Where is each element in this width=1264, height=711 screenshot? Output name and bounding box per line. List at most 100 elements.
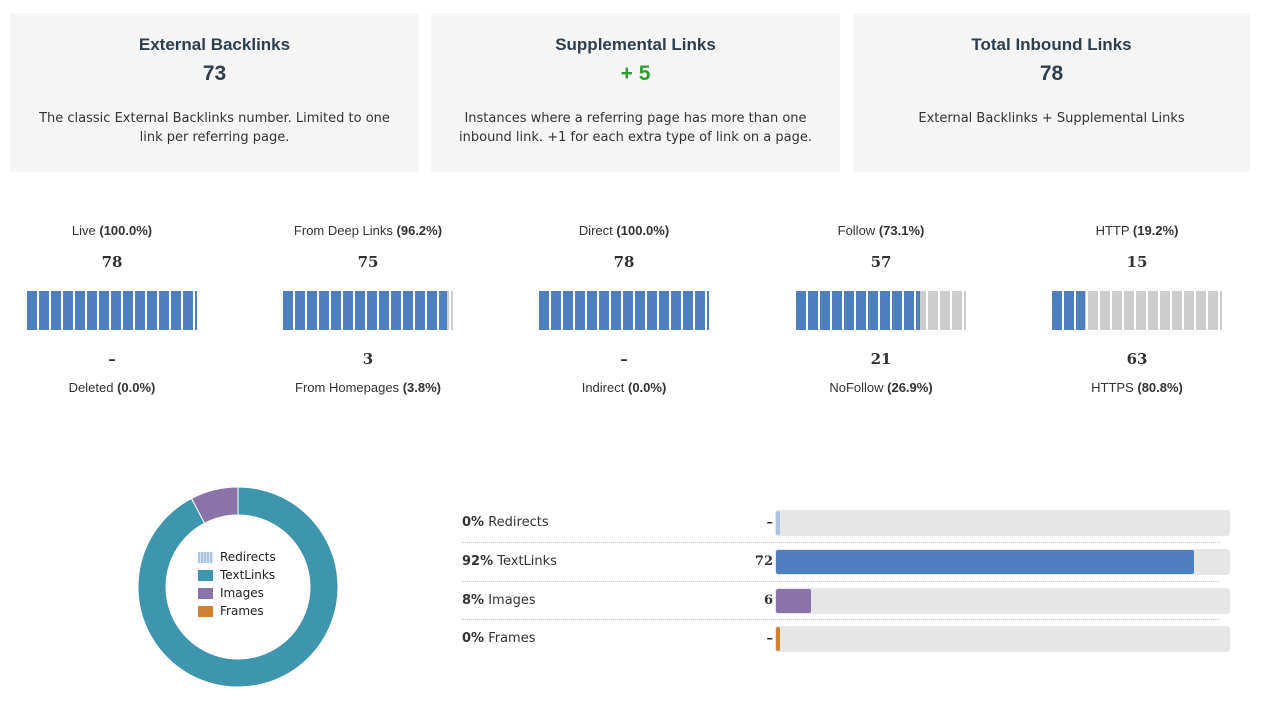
row-bar-track: [775, 549, 1230, 575]
gauge-bar: [283, 291, 453, 330]
legend-item-redirects[interactable]: Redirects: [198, 548, 276, 566]
card-value: + 5: [620, 62, 651, 85]
gauge-bar-fill: [796, 291, 920, 330]
row-bar-track: [775, 626, 1230, 652]
gauge-bottom-label-text: HTTPS: [1091, 380, 1134, 395]
gauge-bar-fill-end: [918, 291, 920, 330]
gauge-bottom-label: NoFollow (26.9%): [796, 377, 966, 399]
link-type-row-images: 8% Images 6: [462, 588, 1230, 614]
row-count: 72: [754, 554, 773, 569]
gauge-top-label-text: Live: [71, 223, 96, 238]
row-bar-fill: [776, 627, 780, 651]
gauge-bar: [1052, 291, 1222, 330]
legend-swatch: [198, 569, 213, 581]
legend-swatch: [198, 605, 213, 617]
gauge-top-value: 15: [1126, 253, 1148, 271]
legend-item-frames[interactable]: Frames: [198, 602, 276, 620]
link-type-donut-chart: [137, 486, 339, 688]
gauge-bar: [27, 291, 197, 330]
gauge-bar-fill-end: [1083, 291, 1085, 330]
gauge-bottom-value: 3: [362, 350, 374, 368]
gauge-bottom-label: Indirect (0.0%): [539, 377, 709, 399]
gauge-bottom-value: –: [108, 350, 116, 368]
card-title: Total Inbound Links: [971, 35, 1132, 54]
legend-label: Redirects: [220, 550, 276, 564]
row-bar-track: [775, 588, 1230, 614]
gauge-top-percent: (19.2%): [1132, 223, 1179, 238]
row-label: 0% Redirects: [462, 510, 549, 536]
row-bar-track: [775, 510, 1230, 536]
gauge-bar: [539, 291, 709, 330]
row-divider: [462, 542, 1220, 543]
card-value: 78: [1039, 62, 1064, 85]
gauge-top-label: From Deep Links (96.2%): [283, 220, 453, 242]
legend-item-images[interactable]: Images: [198, 584, 276, 602]
gauge-bottom-percent: (26.9%): [887, 380, 933, 395]
row-name: TextLinks: [497, 554, 557, 569]
gauge-bottom-label-text: From Homepages: [295, 380, 400, 395]
gauge-bottom-value: 63: [1126, 350, 1148, 368]
row-percent: 0%: [462, 515, 485, 530]
link-type-row-frames: 0% Frames –: [462, 626, 1230, 652]
gauge-top-label: Direct (100.0%): [539, 220, 709, 242]
gauge-top-value: 78: [101, 253, 123, 271]
ratio-gauge-from-deep-links: From Deep Links (96.2%) 75 3 From Homepages…: [283, 220, 453, 399]
card-value: 73: [202, 62, 227, 85]
row-label: 8% Images: [462, 588, 536, 614]
card-description: The classic External Backlinks number. L…: [39, 111, 390, 145]
ratio-gauge-direct: Direct (100.0%) 78 – Indirect (0.0%): [539, 220, 709, 399]
gauge-top-label: Live (100.0%): [27, 220, 197, 242]
donut-slice-textlinks[interactable]: [137, 486, 339, 688]
row-divider: [462, 581, 1220, 582]
card-description: External Backlinks + Supplemental Links: [918, 111, 1185, 126]
row-label: 92% TextLinks: [462, 549, 557, 575]
gauge-top-value: 78: [613, 253, 635, 271]
gauge-bar-fill: [27, 291, 197, 330]
row-bar-fill: [776, 550, 1194, 574]
gauge-top-percent: (73.1%): [878, 223, 925, 238]
legend-swatch: [198, 587, 213, 599]
legend-item-textlinks[interactable]: TextLinks: [198, 566, 276, 584]
row-name: Redirects: [488, 515, 549, 530]
row-bar-fill: [776, 511, 780, 535]
gauge-top-percent: (100.0%): [99, 223, 153, 238]
gauge-bottom-value: –: [620, 350, 628, 368]
gauge-top-value: 57: [870, 253, 892, 271]
gauge-top-label-text: From Deep Links: [293, 223, 393, 238]
legend-label: Images: [220, 586, 264, 600]
row-count: –: [766, 515, 774, 530]
ratio-gauge-follow: Follow (73.1%) 57 21 NoFollow (26.9%): [796, 220, 966, 399]
gauge-bottom-label-text: NoFollow: [829, 380, 884, 395]
gauge-bottom-percent: (80.8%): [1137, 380, 1183, 395]
legend-swatch: [198, 551, 213, 563]
gauge-bar-fill: [1052, 291, 1085, 330]
donut-slice-images[interactable]: [190, 486, 239, 524]
card-title: Supplemental Links: [555, 35, 716, 54]
gauge-bar-fill: [539, 291, 709, 330]
gauge-top-percent: (100.0%): [616, 223, 670, 238]
row-label: 0% Frames: [462, 626, 536, 652]
total-inbound-links-card: Total Inbound Links 78 External Backlink…: [853, 13, 1250, 172]
gauge-top-label: Follow (73.1%): [796, 220, 966, 242]
ratio-gauge-live: Live (100.0%) 78 – Deleted (0.0%): [27, 220, 197, 399]
row-percent: 8%: [462, 593, 485, 608]
row-divider: [462, 619, 1220, 620]
gauge-top-label-text: Direct: [578, 223, 613, 238]
gauge-bottom-label: Deleted (0.0%): [27, 377, 197, 399]
gauge-bar: [796, 291, 966, 330]
row-percent: 0%: [462, 631, 485, 646]
gauge-top-percent: (96.2%): [396, 223, 443, 238]
gauge-bottom-label-text: Deleted: [68, 380, 114, 395]
gauge-top-label: HTTP (19.2%): [1052, 220, 1222, 242]
gauge-bottom-percent: (0.0%): [627, 380, 667, 395]
link-type-row-textlinks: 92% TextLinks 72: [462, 549, 1230, 575]
legend-label: Frames: [220, 604, 264, 618]
card-title: External Backlinks: [138, 35, 291, 54]
gauge-bottom-value: 21: [870, 350, 892, 368]
supplemental-links-card: Supplemental Links + 5 Instances where a…: [431, 13, 840, 172]
gauge-top-value: 75: [357, 253, 379, 271]
row-bar-fill: [776, 589, 811, 613]
row-count: 6: [763, 593, 773, 608]
gauge-bottom-label: HTTPS (80.8%): [1052, 377, 1222, 399]
row-name: Frames: [488, 631, 536, 646]
